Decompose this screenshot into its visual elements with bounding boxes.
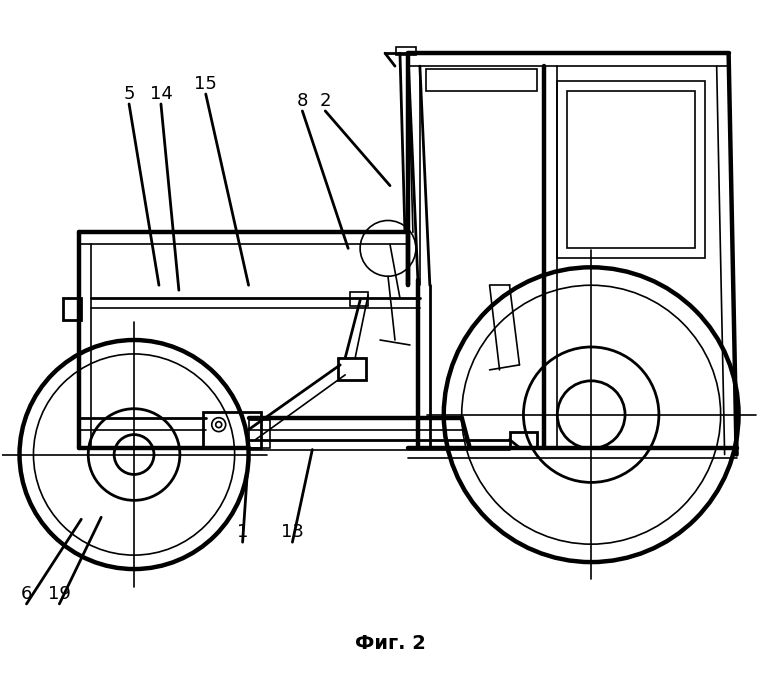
Bar — [350, 292, 368, 306]
Bar — [249, 420, 271, 447]
Text: 15: 15 — [194, 75, 217, 93]
Bar — [396, 47, 416, 55]
Bar — [509, 432, 537, 447]
Bar — [567, 91, 695, 248]
Bar — [63, 298, 81, 320]
Text: 6: 6 — [21, 585, 32, 603]
Bar — [203, 411, 261, 447]
Text: 19: 19 — [48, 585, 71, 603]
Text: 1: 1 — [237, 523, 248, 541]
Bar — [426, 69, 537, 91]
Text: 8: 8 — [296, 92, 308, 110]
Text: 13: 13 — [281, 523, 304, 541]
Text: Фиг. 2: Фиг. 2 — [355, 634, 425, 653]
Text: 5: 5 — [123, 85, 135, 103]
Bar — [339, 358, 366, 380]
Text: 14: 14 — [150, 85, 172, 103]
Text: 2: 2 — [320, 92, 331, 110]
Bar — [558, 81, 704, 258]
